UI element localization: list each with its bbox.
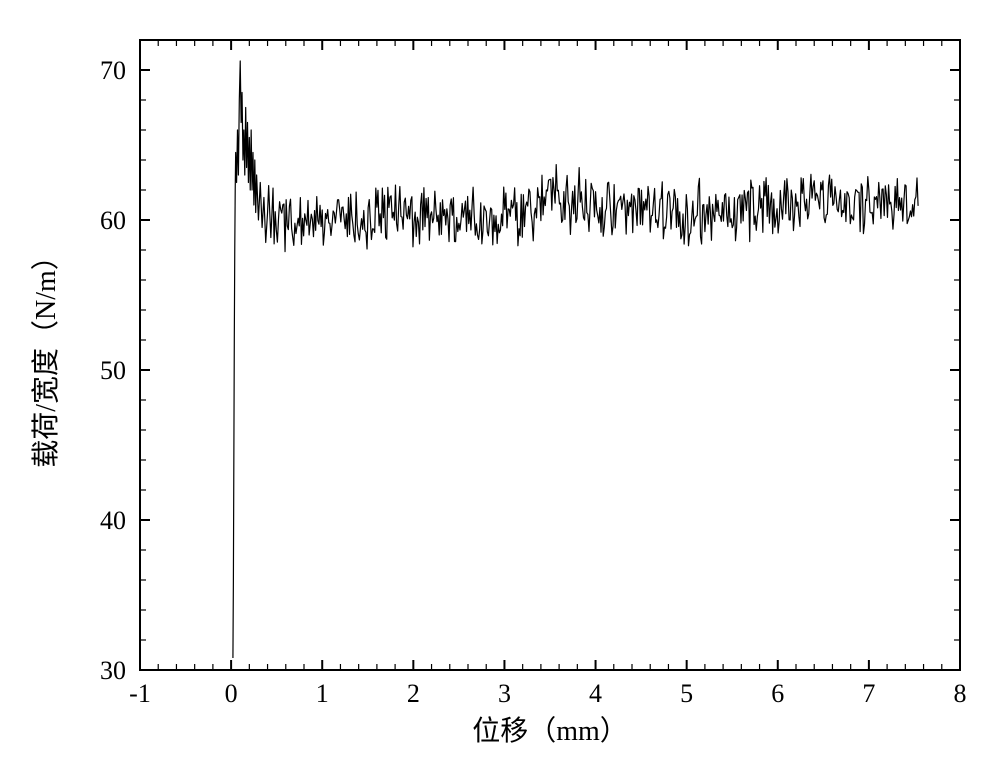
- chart-container: -1 0 1 2 3 4 5 6 7 8 30 40 50 60 70 位移（mm） 载荷/宽度（N/m）: [0, 0, 1000, 780]
- x-tick-label: 8: [954, 679, 967, 708]
- y-tick-label: 60: [100, 206, 126, 235]
- x-tick-label: 4: [589, 679, 602, 708]
- x-tick-label: 7: [862, 679, 875, 708]
- x-tick-label: 0: [225, 679, 238, 708]
- y-axis-label: 载荷/宽度（N/m）: [30, 242, 62, 468]
- x-tick-label: 3: [498, 679, 511, 708]
- x-axis-label: 位移（mm）: [472, 715, 628, 747]
- x-tick-label: 1: [316, 679, 329, 708]
- x-tick-label: -1: [129, 679, 151, 708]
- y-tick-label: 50: [100, 356, 126, 385]
- x-tick-label: 6: [771, 679, 784, 708]
- y-tick-label: 70: [100, 56, 126, 85]
- line-chart: -1 0 1 2 3 4 5 6 7 8 30 40 50 60 70 位移（mm） 载荷/宽度（N/m）: [0, 0, 1000, 780]
- x-tick-label: 5: [680, 679, 693, 708]
- x-tick-label: 2: [407, 679, 420, 708]
- y-tick-label: 40: [100, 506, 126, 535]
- y-tick-label: 30: [100, 656, 126, 685]
